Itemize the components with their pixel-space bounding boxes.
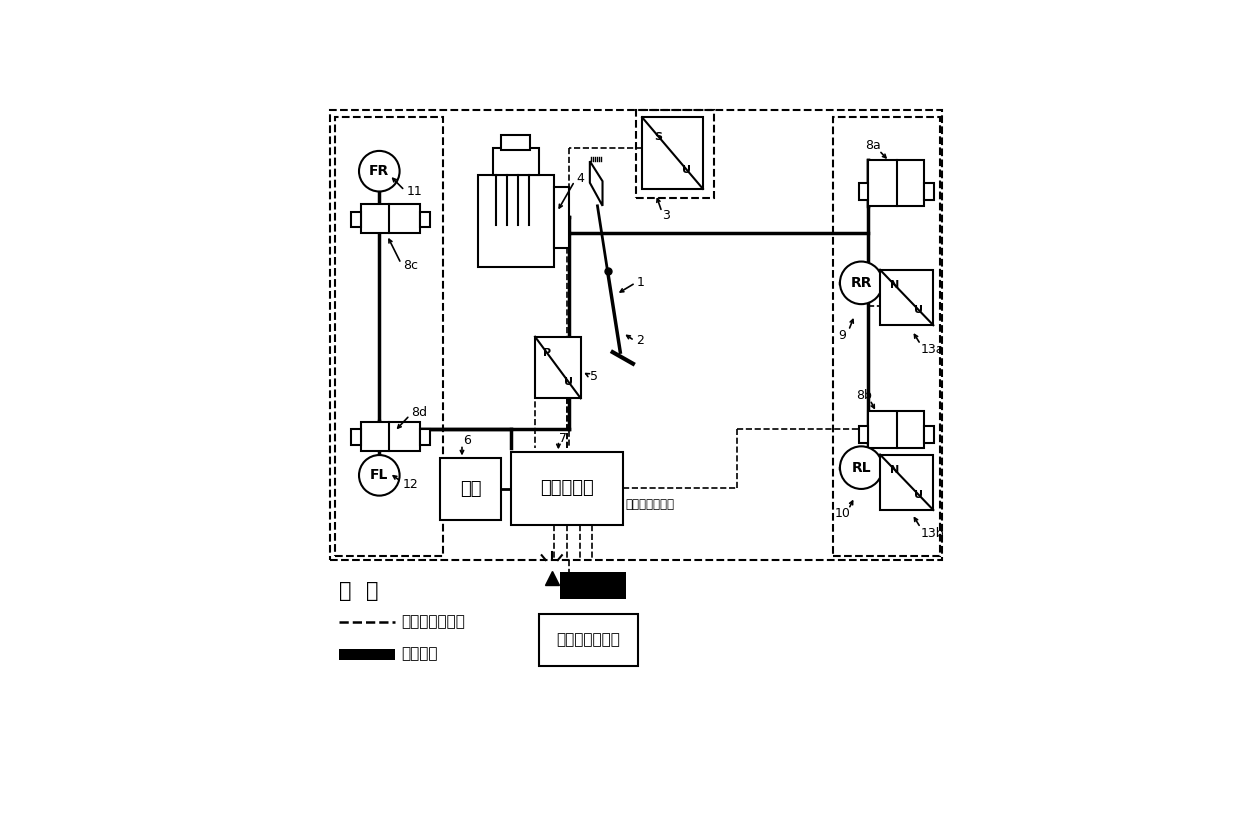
Text: P: P [543, 348, 552, 359]
Text: 10: 10 [835, 507, 851, 520]
Text: 8a: 8a [866, 139, 880, 152]
Bar [833, 118, 940, 556]
Text: FL: FL [370, 468, 388, 482]
Bar [339, 649, 396, 660]
Bar [361, 422, 420, 451]
Bar [420, 429, 430, 444]
Bar [351, 212, 361, 227]
Circle shape [360, 151, 399, 191]
Circle shape [839, 261, 883, 304]
Bar [501, 135, 531, 150]
Bar [859, 426, 868, 443]
Text: N: N [890, 465, 899, 475]
Text: 4: 4 [577, 172, 584, 185]
Bar [880, 454, 934, 510]
Bar [440, 458, 501, 520]
Bar [560, 572, 626, 599]
Text: 信号线和电源线: 信号线和电源线 [402, 614, 465, 629]
Text: 图  例: 图 例 [339, 581, 378, 600]
Text: 8b: 8b [856, 389, 872, 402]
Text: 5: 5 [590, 370, 598, 383]
Text: 13a: 13a [921, 343, 945, 356]
Bar [335, 118, 443, 556]
Text: S: S [655, 132, 662, 141]
Text: 1: 1 [636, 276, 645, 289]
Text: 制动控制器: 制动控制器 [541, 480, 594, 498]
Bar [420, 212, 430, 227]
Bar [361, 204, 420, 233]
Bar [479, 175, 554, 267]
Bar [554, 186, 568, 248]
Text: 3: 3 [662, 208, 671, 221]
Bar [880, 270, 934, 325]
Text: 7: 7 [559, 432, 568, 445]
Text: 8d: 8d [412, 406, 428, 418]
Bar [924, 426, 934, 443]
Bar [539, 614, 639, 667]
Bar [642, 118, 703, 189]
Bar [924, 183, 934, 199]
Text: 至其它电控系统: 至其它电控系统 [625, 498, 675, 511]
Bar [534, 337, 580, 399]
Circle shape [839, 446, 883, 489]
Bar [859, 183, 868, 199]
Bar [494, 148, 539, 175]
Text: U: U [564, 377, 573, 386]
Text: U: U [914, 490, 924, 500]
Text: 6: 6 [463, 434, 471, 447]
Text: 电源: 电源 [460, 480, 481, 498]
Text: 11: 11 [407, 185, 422, 199]
Text: RL: RL [852, 461, 870, 475]
Bar [635, 109, 714, 199]
Bar [868, 412, 924, 449]
Text: 12: 12 [403, 478, 419, 491]
Polygon shape [590, 161, 603, 206]
Circle shape [360, 455, 399, 496]
Text: 13b: 13b [921, 527, 945, 539]
Text: 8c: 8c [403, 260, 418, 272]
Text: N: N [890, 279, 899, 290]
Bar [351, 429, 361, 444]
Text: U: U [914, 306, 924, 315]
Bar [511, 453, 622, 525]
Text: RR: RR [851, 276, 872, 290]
Bar [330, 109, 942, 560]
Text: 2: 2 [636, 334, 645, 347]
Text: FR: FR [370, 164, 389, 178]
Text: 雷达、摄像头等: 雷达、摄像头等 [557, 632, 620, 648]
Text: 制动管路: 制动管路 [402, 646, 438, 662]
Text: U: U [682, 164, 691, 175]
Text: 9: 9 [838, 328, 847, 342]
Bar [868, 159, 924, 206]
